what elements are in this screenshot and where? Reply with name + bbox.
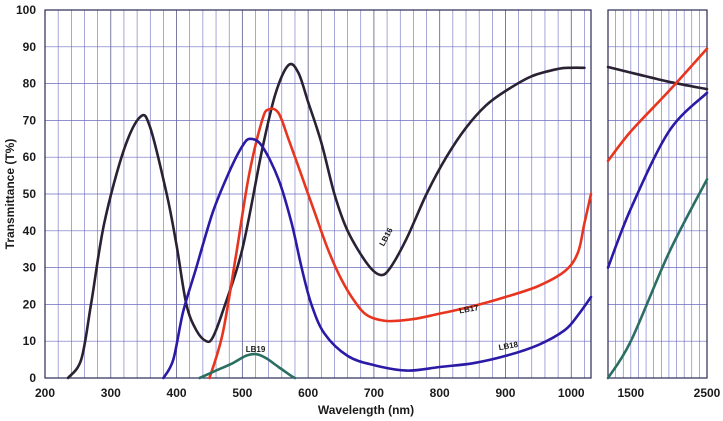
- y-tick-label: 20: [23, 297, 37, 311]
- series-lb17: [208, 47, 709, 380]
- series-line-lb16-panel-2: [606, 65, 709, 91]
- plot-panel-1: [44, 9, 592, 379]
- y-tick-label: 70: [23, 113, 37, 127]
- series-line-lb18-panel-2: [606, 91, 709, 269]
- y-tick-label: 100: [16, 3, 36, 17]
- y-tick-label: 30: [23, 261, 37, 275]
- x-tick-label: 200: [35, 386, 55, 400]
- x-tick-label: 600: [298, 386, 318, 400]
- series-lb18: [162, 91, 709, 380]
- y-tick-label: 80: [23, 77, 37, 91]
- x-tick-label: 900: [495, 386, 515, 400]
- y-tick-label: 0: [29, 371, 36, 385]
- series-lb16: [66, 62, 709, 380]
- x-tick-label: 2500: [694, 386, 721, 400]
- series-lb19: [198, 178, 709, 380]
- y-tick-label: 40: [23, 224, 37, 238]
- series-line-lb18-panel-1: [162, 137, 593, 380]
- x-axis-label: Wavelength (nm): [318, 403, 414, 417]
- y-tick-label: 10: [23, 334, 37, 348]
- panel-frame: [607, 9, 708, 379]
- series-line-lb17-panel-1: [208, 107, 593, 380]
- x-tick-label: 500: [232, 386, 252, 400]
- series-line-lb16-panel-1: [66, 62, 586, 380]
- series-label-lb19: LB19: [246, 345, 266, 354]
- series-label-lb18: LB18: [498, 340, 519, 352]
- y-axis-label: Transmittance (T%): [3, 139, 17, 250]
- series-line-lb19-panel-1: [198, 352, 297, 380]
- x-tick-label: 800: [430, 386, 450, 400]
- x-tick-label: 1000: [558, 386, 585, 400]
- y-tick-label: 90: [23, 40, 37, 54]
- x-tick-label: 300: [101, 386, 121, 400]
- x-tick-label: 400: [167, 386, 187, 400]
- x-tick-label: 1500: [617, 386, 644, 400]
- series-line-lb19-panel-2: [606, 178, 709, 380]
- y-tick-label: 60: [23, 150, 37, 164]
- y-tick-label: 50: [23, 187, 37, 201]
- series-line-lb17-panel-2: [606, 47, 709, 163]
- x-tick-label: 700: [364, 386, 384, 400]
- series-label-lb17: LB17: [458, 303, 479, 315]
